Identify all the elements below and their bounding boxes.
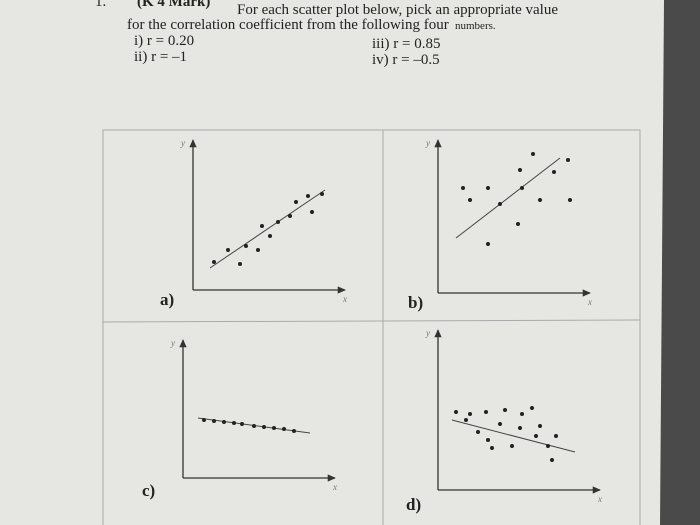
x-axis-label: x: [342, 294, 347, 304]
dot: [503, 408, 507, 412]
dot: [518, 168, 522, 172]
option: i) r = 0.20: [134, 33, 194, 49]
dot: [486, 186, 490, 190]
dot: [516, 222, 520, 226]
dot: [518, 426, 522, 430]
dot: [222, 420, 226, 424]
dot: [310, 210, 314, 214]
dot: [498, 202, 502, 206]
panel-label: a): [160, 290, 174, 309]
option: iv) r = –0.5: [372, 52, 440, 68]
panel-label: b): [408, 293, 423, 312]
trend-line: [455, 157, 561, 239]
dot: [288, 214, 292, 218]
dot: [552, 170, 556, 174]
option: iii) r = 0.85: [372, 36, 440, 52]
y-axis-label: y: [425, 138, 430, 148]
dot: [468, 412, 472, 416]
dot: [276, 220, 280, 224]
question-line: numbers.: [455, 20, 496, 32]
dot: [238, 262, 242, 266]
dot: [256, 248, 260, 252]
dot: [260, 224, 264, 228]
dot: [490, 446, 494, 450]
question-number: 1.: [95, 0, 106, 10]
y-axis-label: y: [425, 328, 430, 338]
dot: [454, 410, 458, 414]
x-axis-label: x: [587, 297, 592, 307]
trend-line: [209, 189, 326, 269]
dot: [534, 434, 538, 438]
dot: [282, 427, 286, 431]
y-axis-label: y: [170, 338, 175, 348]
dot: [538, 198, 542, 202]
dot: [498, 422, 502, 426]
question-line: For each scatter plot below, pick an app…: [237, 2, 558, 18]
dot: [226, 248, 230, 252]
dot: [212, 419, 216, 423]
dot: [232, 421, 236, 425]
panel-label: d): [406, 495, 421, 514]
dot: [244, 244, 248, 248]
dot: [486, 242, 490, 246]
dot: [252, 424, 256, 428]
dot: [554, 434, 558, 438]
paper: [0, 0, 664, 525]
panel-label: c): [142, 481, 155, 500]
dot: [292, 429, 296, 433]
dot: [568, 198, 572, 202]
option: ii) r = –1: [134, 49, 187, 65]
dot: [240, 422, 244, 426]
dot: [294, 200, 298, 204]
dot: [306, 194, 310, 198]
dot: [520, 412, 524, 416]
x-axis-label: x: [597, 494, 602, 504]
dot: [566, 158, 570, 162]
marks: (K 4 Mark): [137, 0, 210, 10]
dot: [461, 186, 465, 190]
dot: [468, 198, 472, 202]
dot: [272, 426, 276, 430]
y-axis-label: y: [180, 138, 185, 148]
dot: [320, 192, 324, 196]
figure-frame: [102, 129, 641, 525]
dot: [476, 430, 480, 434]
dot: [510, 444, 514, 448]
dot: [550, 458, 554, 462]
dot: [486, 438, 490, 442]
dot: [464, 418, 468, 422]
x-axis-label: x: [332, 482, 337, 492]
dot: [538, 424, 542, 428]
dot: [202, 418, 206, 422]
trend-line: [451, 419, 576, 453]
dot: [212, 260, 216, 264]
dot: [262, 425, 266, 429]
dot: [484, 410, 488, 414]
dot: [530, 406, 534, 410]
dot: [268, 234, 272, 238]
dot: [531, 152, 535, 156]
dot: [520, 186, 524, 190]
dot: [546, 444, 550, 448]
question-line: for the correlation coefficient from the…: [127, 17, 449, 33]
